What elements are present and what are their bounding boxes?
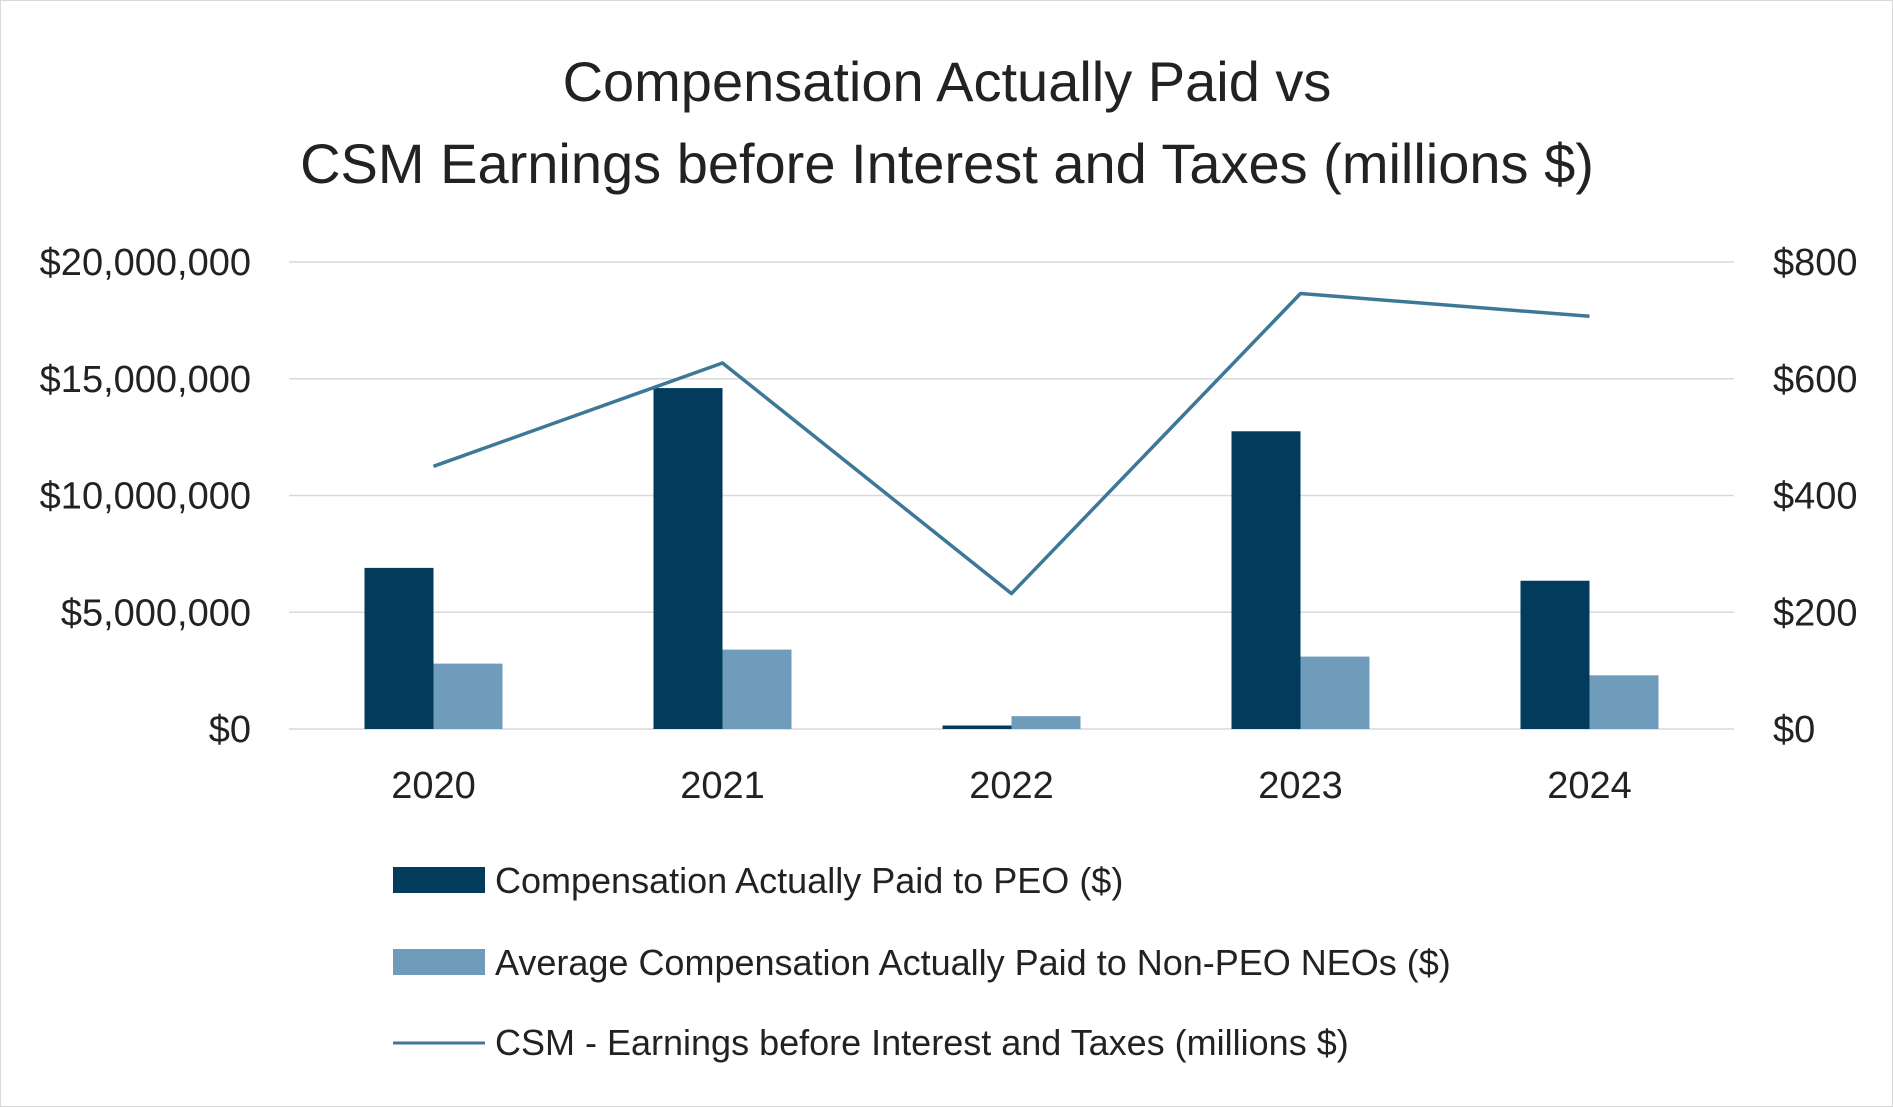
legend-label-peo: Compensation Actually Paid to PEO ($): [495, 860, 1123, 901]
bar-peo: [942, 725, 1012, 729]
bar-non-peo: [722, 649, 792, 729]
y-right-tick-label: $800: [1773, 242, 1858, 284]
y-right-tick-label: $400: [1773, 476, 1858, 518]
bar-non-peo: [1011, 716, 1081, 729]
bars: [364, 388, 1659, 729]
y-left-tick-label: $10,000,000: [40, 476, 251, 518]
y-left-tick-label: $0: [209, 709, 251, 751]
bar-non-peo: [1589, 675, 1659, 729]
x-tick-label: 2020: [391, 765, 476, 807]
legend-label-ebit: CSM - Earnings before Interest and Taxes…: [495, 1022, 1349, 1063]
legend: Compensation Actually Paid to PEO ($) Av…: [393, 860, 1451, 1063]
x-tick-label: 2022: [969, 765, 1054, 807]
legend-swatch-peo: [393, 867, 485, 893]
legend-label-non-peo: Average Compensation Actually Paid to No…: [495, 942, 1451, 983]
y-left-tick-label: $5,000,000: [61, 592, 251, 634]
y-right-tick-label: $0: [1773, 709, 1815, 751]
gridlines: [289, 261, 1734, 730]
x-tick-label: 2024: [1547, 765, 1632, 807]
x-tick-label: 2023: [1258, 765, 1343, 807]
bar-peo: [653, 388, 723, 729]
chart-title-line-1: Compensation Actually Paid vs: [563, 50, 1332, 113]
ebit-line-group: [432, 291, 1590, 596]
x-tick-label: 2021: [680, 765, 765, 807]
legend-swatch-non-peo: [393, 949, 485, 975]
bar-non-peo: [433, 663, 503, 729]
y-left-tick-label: $20,000,000: [40, 242, 251, 284]
axes: $0 $5,000,000 $10,000,000 $15,000,000 $20,00…: [40, 242, 1858, 807]
bar-peo: [364, 567, 434, 729]
y-left-tick-label: $15,000,000: [40, 359, 251, 401]
chart-title-line-2: CSM Earnings before Interest and Taxes (…: [300, 132, 1594, 195]
bar-peo: [1231, 431, 1301, 729]
bar-non-peo: [1300, 656, 1370, 729]
ebit-line: [432, 291, 1590, 596]
bar-peo: [1520, 580, 1590, 729]
y-right-tick-label: $600: [1773, 359, 1858, 401]
y-right-tick-label: $200: [1773, 592, 1858, 634]
